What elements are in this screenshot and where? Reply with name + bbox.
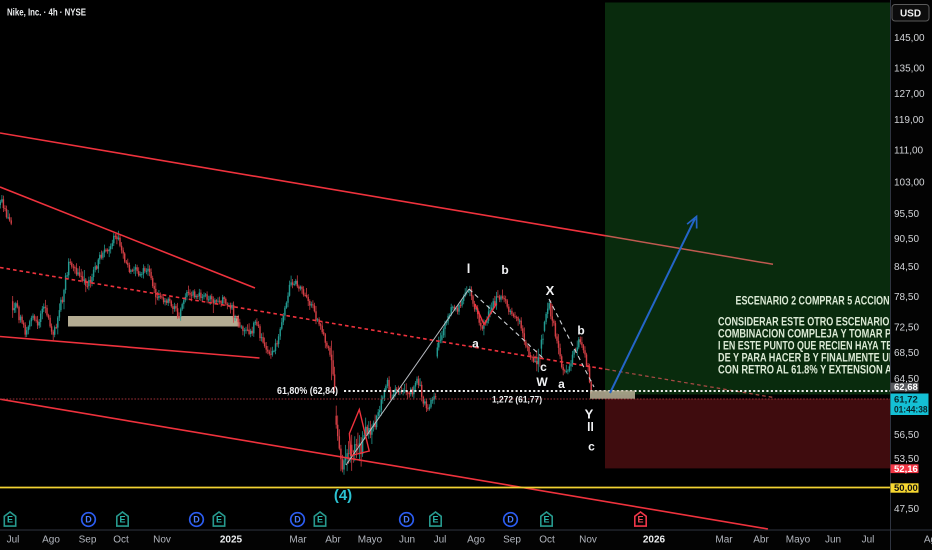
svg-text:78,50: 78,50 [894, 292, 919, 303]
svg-text:D: D [294, 515, 301, 525]
svg-text:Jun: Jun [825, 535, 841, 546]
svg-text:E: E [543, 515, 549, 525]
svg-text:E: E [119, 515, 125, 525]
svg-text:b: b [501, 263, 508, 277]
svg-text:Abr: Abr [325, 535, 341, 546]
svg-text:c: c [540, 360, 547, 374]
svg-text:61,72: 61,72 [894, 395, 918, 406]
svg-text:119,00: 119,00 [894, 115, 924, 126]
svg-text:52,16: 52,16 [894, 464, 918, 475]
svg-text:a: a [472, 337, 479, 351]
svg-text:USD: USD [900, 9, 921, 20]
svg-text:a: a [558, 377, 565, 391]
svg-text:95,50: 95,50 [894, 209, 919, 220]
svg-text:Nov: Nov [579, 535, 597, 546]
svg-text:E: E [317, 515, 323, 525]
svg-text:62,68: 62,68 [894, 382, 918, 393]
svg-text:I EN ESTE PUNTO QUE RECIEN HAY: I EN ESTE PUNTO QUE RECIEN HAYA TERM [718, 339, 906, 353]
svg-text:Sep: Sep [79, 535, 97, 546]
svg-text:1,272 (61,77): 1,272 (61,77) [492, 395, 542, 405]
svg-text:Abr: Abr [753, 535, 769, 546]
svg-text:c: c [588, 440, 595, 454]
svg-text:Jul: Jul [434, 535, 447, 546]
svg-text:56,50: 56,50 [894, 430, 919, 441]
svg-text:72,50: 72,50 [894, 323, 919, 334]
svg-text:2025: 2025 [220, 535, 243, 546]
svg-text:Mar: Mar [715, 535, 733, 546]
svg-text:Mayo: Mayo [358, 535, 383, 546]
svg-text:Ago: Ago [467, 535, 485, 546]
svg-text:90,50: 90,50 [894, 234, 919, 245]
svg-text:50,00: 50,00 [894, 483, 918, 494]
svg-text:D: D [403, 515, 410, 525]
svg-text:Ag: Ag [924, 535, 932, 546]
svg-text:2026: 2026 [643, 535, 666, 546]
svg-text:Ago: Ago [42, 535, 60, 546]
svg-text:DE Y PARA HACER B Y FINALMENTE: DE Y PARA HACER B Y FINALMENTE UNA [718, 351, 902, 365]
svg-text:CONSIDERAR ESTE OTRO ESCENARIO: CONSIDERAR ESTE OTRO ESCENARIO DON [718, 315, 912, 329]
svg-text:E: E [432, 515, 438, 525]
svg-text:Jul: Jul [862, 535, 875, 546]
svg-text:D: D [193, 515, 200, 525]
svg-text:b: b [577, 324, 584, 338]
svg-text:CON RETRO AL 61.8% Y EXTENSION: CON RETRO AL 61.8% Y EXTENSION ALCIS [718, 363, 913, 377]
svg-text:53,50: 53,50 [894, 454, 919, 465]
svg-text:l: l [467, 261, 471, 276]
svg-text:84,50: 84,50 [894, 262, 919, 273]
svg-text:Jul: Jul [7, 535, 20, 546]
svg-text:D: D [507, 515, 514, 525]
svg-text:Nike, Inc. · 4h · NYSE: Nike, Inc. · 4h · NYSE [7, 8, 86, 19]
svg-text:ESCENARIO 2 COMPRAR 5 ACCIONES: ESCENARIO 2 COMPRAR 5 ACCIONES [736, 294, 902, 308]
svg-text:Nov: Nov [153, 535, 171, 546]
svg-text:Jun: Jun [399, 535, 415, 546]
svg-text:(4): (4) [334, 487, 352, 504]
svg-text:Oct: Oct [113, 535, 129, 546]
svg-text:61,80% (62,84): 61,80% (62,84) [277, 386, 338, 397]
svg-text:Sep: Sep [503, 535, 521, 546]
svg-text:E: E [7, 515, 13, 525]
svg-text:Oct: Oct [539, 535, 555, 546]
svg-text:E: E [216, 515, 222, 525]
svg-text:135,00: 135,00 [894, 64, 925, 75]
svg-text:Mar: Mar [289, 535, 307, 546]
svg-text:COMBINACION COMPLEJA Y TOMAR P: COMBINACION COMPLEJA Y TOMAR POSI [718, 327, 907, 341]
svg-text:145,00: 145,00 [894, 33, 925, 44]
svg-text:Y: Y [585, 407, 594, 422]
svg-text:X: X [546, 283, 555, 298]
svg-text:64,50: 64,50 [894, 374, 919, 385]
svg-text:127,00: 127,00 [894, 89, 925, 100]
svg-text:01:44:38: 01:44:38 [894, 404, 928, 415]
svg-text:68,50: 68,50 [894, 348, 919, 359]
svg-text:E: E [637, 515, 643, 525]
svg-text:Mayo: Mayo [786, 535, 811, 546]
svg-text:W: W [536, 375, 548, 389]
svg-text:47,50: 47,50 [894, 504, 919, 515]
svg-text:D: D [85, 515, 92, 525]
svg-text:103,00: 103,00 [894, 178, 925, 189]
svg-text:ll: ll [587, 420, 594, 434]
svg-text:111,00: 111,00 [894, 146, 924, 157]
